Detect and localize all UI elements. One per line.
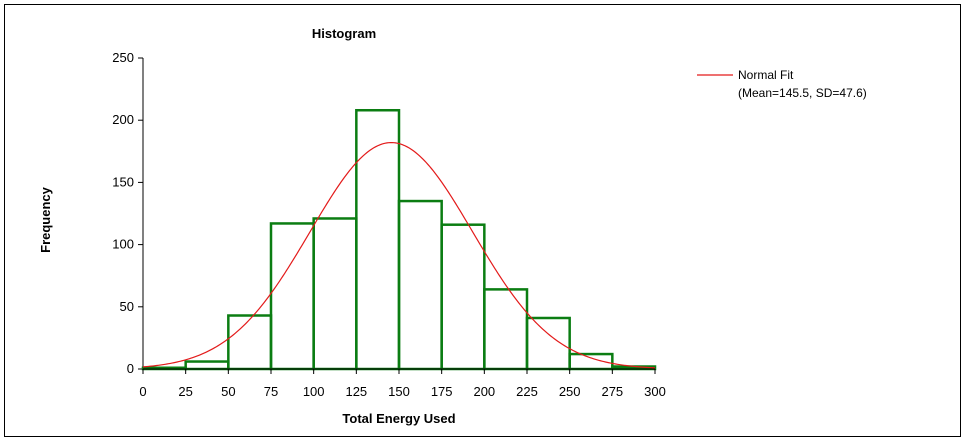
x-tick-label: 275 <box>601 384 623 399</box>
legend-fit-label: Normal Fit <box>738 68 794 82</box>
legend: Normal Fit (Mean=145.5, SD=47.6) <box>697 68 867 100</box>
x-tick-label: 125 <box>345 384 367 399</box>
histogram-bar <box>312 217 358 371</box>
normal-fit-curve <box>142 142 656 369</box>
x-tick-label: 25 <box>178 384 192 399</box>
y-tick-label: 250 <box>112 50 134 65</box>
histogram-bar <box>227 314 273 371</box>
x-tick-label: 100 <box>303 384 325 399</box>
x-tick-label: 75 <box>264 384 278 399</box>
histogram-bar <box>483 288 529 371</box>
x-tick-label: 150 <box>388 384 410 399</box>
y-tick-label: 50 <box>120 299 134 314</box>
histogram-bar <box>440 223 486 371</box>
x-tick-label: 200 <box>473 384 495 399</box>
histogram-bar <box>397 199 443 371</box>
y-tick-label: 0 <box>127 361 134 376</box>
histogram-bar <box>269 222 315 371</box>
x-tick-label: 225 <box>516 384 538 399</box>
x-tick-label: 175 <box>431 384 453 399</box>
histogram-bar <box>525 316 571 371</box>
legend-fit-note: (Mean=145.5, SD=47.6) <box>738 86 867 100</box>
y-tick-label: 100 <box>112 237 134 252</box>
histogram-bar <box>184 360 230 371</box>
plot-area: 0 50 100 150 200 250 0 25 50 75 100 125 150 175 200 225… <box>112 50 666 399</box>
x-tick-label: 50 <box>221 384 235 399</box>
y-tick-label: 150 <box>112 174 134 189</box>
y-axis-title: Frequency <box>38 186 53 253</box>
histogram-chart: Histogram Total Energy Used Frequency 0 5… <box>38 26 867 426</box>
chart-frame: Histogram Total Energy Used Frequency 0 5… <box>4 4 961 437</box>
x-tick-label: 250 <box>559 384 581 399</box>
chart-title: Histogram <box>312 26 376 41</box>
y-tick-label: 200 <box>112 112 134 127</box>
histogram-bar <box>355 108 401 371</box>
x-tick-label: 0 <box>139 384 146 399</box>
x-tick-label: 300 <box>644 384 666 399</box>
x-axis-title: Total Energy Used <box>342 411 455 426</box>
